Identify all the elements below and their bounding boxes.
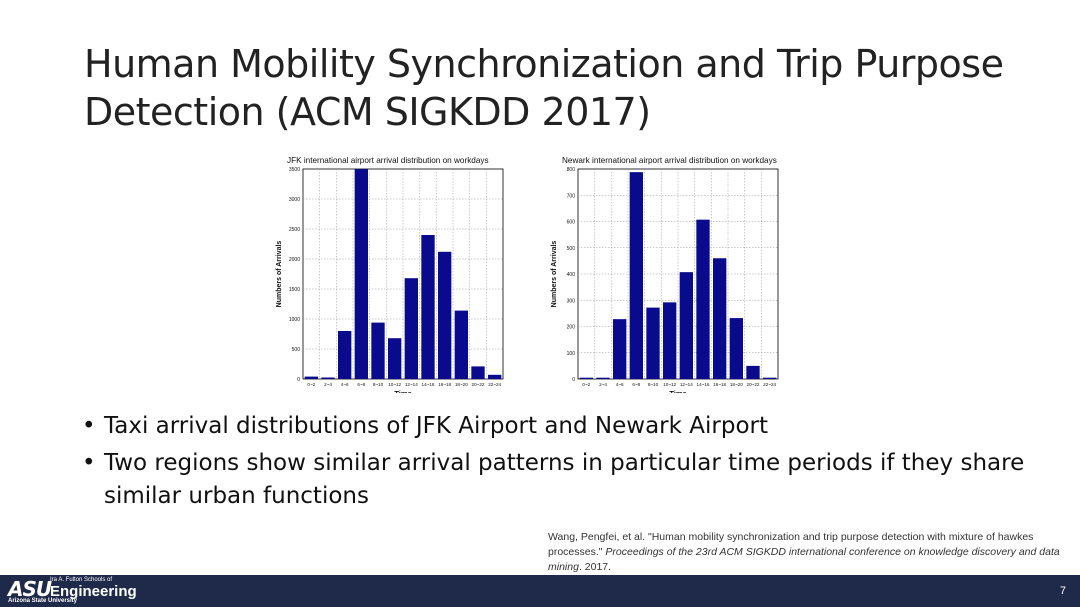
logo-engineering: Engineering bbox=[50, 583, 137, 600]
newark-xtick-label: 18~20 bbox=[730, 382, 743, 387]
bullet-text: Taxi arrival distributions of JFK Airpor… bbox=[104, 413, 768, 439]
newark-ytick-label: 300 bbox=[567, 298, 576, 304]
jfk-xtick-label: 6~8 bbox=[357, 382, 365, 387]
newark-bar bbox=[713, 258, 727, 379]
bullet-item: • Taxi arrival distributions of JFK Airp… bbox=[80, 410, 1040, 443]
newark-bar bbox=[579, 377, 593, 379]
newark-bar bbox=[646, 307, 660, 379]
jfk-bar bbox=[388, 338, 402, 379]
jfk-bar bbox=[304, 376, 318, 379]
newark-ytick-label: 100 bbox=[567, 351, 576, 357]
newark-ytick-label: 600 bbox=[567, 220, 576, 226]
jfk-arrival-chart: JFK international airport arrival distri… bbox=[270, 153, 515, 393]
jfk-xtick-label: 10~12 bbox=[388, 382, 401, 387]
newark-xtick-label: 14~16 bbox=[697, 382, 710, 387]
jfk-svg: JFK international airport arrival distri… bbox=[276, 156, 504, 393]
newark-xtick-label: 12~14 bbox=[680, 382, 693, 387]
newark-ytick-label: 700 bbox=[567, 193, 576, 199]
newark-ytick-label: 500 bbox=[567, 246, 576, 252]
citation-authors: Wang, Pengfei, et al. "Human mobility sy… bbox=[548, 531, 1034, 558]
jfk-xtick-label: 22~24 bbox=[488, 382, 501, 387]
newark-arrival-chart: Newark international airport arrival dis… bbox=[545, 153, 790, 393]
bullet-dot: • bbox=[82, 450, 96, 476]
citation: Wang, Pengfei, et al. "Human mobility sy… bbox=[548, 530, 1068, 575]
jfk-ytick-label: 2500 bbox=[289, 227, 300, 233]
jfk-bar bbox=[354, 169, 368, 379]
jfk-ytick-label: 1500 bbox=[289, 287, 300, 293]
jfk-ytick-label: 0 bbox=[297, 377, 300, 383]
jfk-bar bbox=[321, 377, 335, 379]
jfk-bar bbox=[338, 331, 352, 379]
jfk-xtick-label: 20~22 bbox=[472, 382, 485, 387]
logo-school-line: Ira A. Fulton Schools of bbox=[50, 577, 113, 583]
jfk-bar bbox=[438, 251, 452, 379]
jfk-xtick-label: 2~4 bbox=[324, 382, 332, 387]
jfk-bar bbox=[421, 235, 435, 379]
newark-xtick-label: 10~12 bbox=[663, 382, 676, 387]
newark-xtick-label: 6~8 bbox=[632, 382, 640, 387]
footer-bar: ASU Ira A. Fulton Schools of Engineering… bbox=[0, 575, 1080, 607]
jfk-xtick-label: 8~10 bbox=[373, 382, 384, 387]
slide-title: Human Mobility Synchronization and Trip … bbox=[84, 42, 1004, 134]
jfk-ylabel: Numbers of Arrivals bbox=[276, 241, 283, 308]
newark-xtick-label: 8~10 bbox=[648, 382, 659, 387]
jfk-ytick-label: 3000 bbox=[289, 197, 300, 203]
jfk-bar bbox=[488, 374, 502, 379]
newark-xlabel: Time bbox=[669, 389, 686, 393]
jfk-xtick-label: 18~20 bbox=[455, 382, 468, 387]
jfk-xtick-label: 0~2 bbox=[307, 382, 315, 387]
newark-title: Newark international airport arrival dis… bbox=[562, 156, 777, 165]
jfk-xtick-label: 14~16 bbox=[422, 382, 435, 387]
newark-bar bbox=[729, 318, 743, 379]
page-number: 7 bbox=[1059, 585, 1066, 597]
newark-svg: Newark international airport arrival dis… bbox=[551, 156, 779, 393]
jfk-xtick-label: 16~18 bbox=[438, 382, 451, 387]
citation-year: . 2017. bbox=[578, 561, 612, 573]
bullet-item: • Two regions show similar arrival patte… bbox=[80, 447, 1040, 513]
jfk-ytick-label: 3500 bbox=[289, 167, 300, 173]
newark-bar bbox=[746, 365, 760, 379]
jfk-title: JFK international airport arrival distri… bbox=[287, 156, 489, 165]
asu-logo: ASU bbox=[8, 577, 52, 601]
newark-xtick-label: 22~24 bbox=[763, 382, 776, 387]
newark-ytick-label: 400 bbox=[567, 272, 576, 278]
citation-venue: Proceedings of the 23rd ACM SIGKDD inter… bbox=[548, 546, 1060, 573]
jfk-xtick-label: 4~6 bbox=[341, 382, 349, 387]
jfk-ytick-label: 1000 bbox=[289, 317, 300, 323]
newark-bar bbox=[613, 319, 627, 379]
bullet-dot: • bbox=[82, 413, 96, 439]
jfk-bar bbox=[471, 366, 485, 379]
newark-xtick-label: 2~4 bbox=[599, 382, 607, 387]
jfk-bar bbox=[454, 310, 468, 379]
logo-university: Arizona State University bbox=[8, 598, 78, 604]
newark-xtick-label: 4~6 bbox=[616, 382, 624, 387]
jfk-xlabel: Time bbox=[394, 389, 411, 393]
newark-ytick-label: 200 bbox=[567, 325, 576, 331]
newark-ytick-label: 0 bbox=[572, 377, 575, 383]
jfk-xtick-label: 12~14 bbox=[405, 382, 418, 387]
newark-bar bbox=[596, 377, 610, 379]
newark-xtick-label: 0~2 bbox=[582, 382, 590, 387]
newark-ytick-label: 800 bbox=[567, 167, 576, 173]
bullet-list: • Taxi arrival distributions of JFK Airp… bbox=[80, 410, 1040, 517]
bullet-text: Two regions show similar arrival pattern… bbox=[104, 450, 1025, 509]
jfk-bar bbox=[371, 322, 385, 379]
newark-ylabel: Numbers of Arrivals bbox=[551, 241, 558, 308]
newark-bar bbox=[629, 172, 643, 379]
newark-xtick-label: 16~18 bbox=[713, 382, 726, 387]
jfk-ytick-label: 2000 bbox=[289, 257, 300, 263]
newark-xtick-label: 20~22 bbox=[747, 382, 760, 387]
newark-bar bbox=[663, 302, 677, 379]
newark-bar bbox=[696, 219, 710, 379]
jfk-bar bbox=[404, 278, 418, 379]
jfk-ytick-label: 500 bbox=[292, 347, 301, 353]
newark-bar bbox=[679, 272, 693, 379]
newark-bar bbox=[763, 377, 777, 379]
